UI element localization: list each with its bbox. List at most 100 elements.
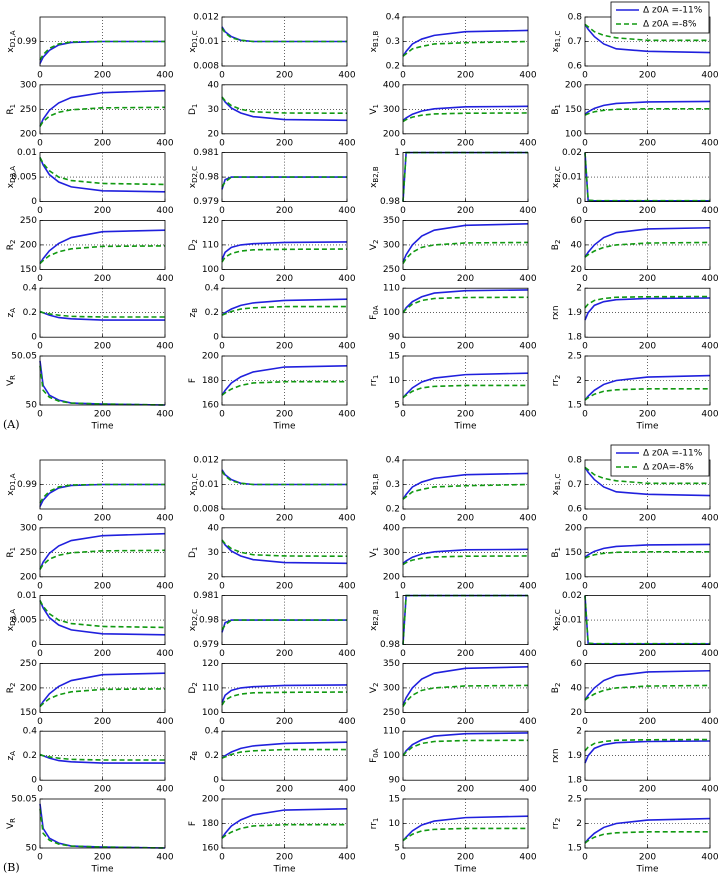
y-axis-label-sub: D1,A [9,473,17,490]
x-tick-label: 400 [338,717,355,727]
y-axis-label-sub: D2,A [9,166,17,183]
x-tick-label: 400 [156,649,173,659]
subplot: 0 0.01 0.02 0 200 400 xB2,C [551,591,719,659]
x-tick-label: 0 [400,649,406,659]
y-tick-label: 0.99 [17,37,37,47]
y-tick-label: 0 [31,333,37,343]
y-axis-label-sub: 1 [554,104,562,108]
y-tick-label: 0.2 [386,62,400,72]
y-axis-label: D2 [188,682,200,693]
data-line [221,539,348,565]
y-axis-label-sub: 2 [191,682,199,686]
y-tick-label: 300 [383,240,400,250]
y-axis-label-main: z [6,755,16,760]
legend-label: Δ z0A=-8% [643,463,694,473]
y-tick-label: 0 [576,197,582,207]
x-tick-label: 0 [219,649,225,659]
x-tick-label: 0 [582,274,588,284]
subplot: 0.979 0.98 0.981 0 200 400 xD2,C [188,591,356,659]
y-tick-label: 0.01 [199,37,219,47]
data-line [221,691,348,706]
subplot: 0.6 0.7 0.8 0 200 400 xB1,C Δ z0A =-11% Δ z0A=-8… [551,444,719,524]
data-line [402,372,529,399]
subplot: 0 0.2 0.4 0 200 400 zB [188,284,356,352]
y-tick-label: 0.3 [386,37,400,47]
x-tick-label: 400 [519,581,536,591]
y-tick-label: 0.4 [23,284,38,294]
y-axis-label-sub: B2,B [372,166,380,182]
plot-frame [584,84,711,135]
y-tick-label: 0.2 [205,751,219,761]
x-tick-label: 400 [156,71,173,81]
y-axis-label-main: V [369,108,379,115]
y-tick-label: 15 [389,352,400,362]
x-tick-label: 400 [701,649,718,659]
plot-frame [39,355,166,406]
y-tick-label: 0.005 [11,616,37,626]
data-line [402,483,529,500]
x-tick-label: 400 [156,853,173,863]
plot-frame [221,355,348,406]
y-axis-label-main: x [6,182,16,188]
y-tick-label: 120 [202,216,219,226]
y-tick-label: 15 [389,795,400,805]
x-tick-label: 0 [37,717,43,727]
x-tick-label: 200 [94,785,111,795]
plot-frame [221,459,348,510]
y-tick-label: 160 [202,844,219,854]
y-axis-label-sub: D2,A [9,609,17,626]
y-axis-label-sub: 1 [554,547,562,551]
y-tick-label: 0 [213,333,219,343]
y-tick-label: 50.05 [11,352,37,362]
y-tick-label: 0.981 [193,591,219,601]
y-tick-label: 0.979 [193,640,219,650]
subplot: 5 10 15 0 200 400 rr1 Time [369,352,537,432]
y-axis-label-main: rr [369,379,379,387]
plot-frame [584,730,711,781]
data-line [221,176,347,188]
y-axis-label-sub: 1 [372,375,380,379]
y-axis-label: rxn [551,305,561,320]
y-axis-label-sub: 1 [9,547,17,551]
panel-label: (A) [3,418,20,431]
x-tick-label: 200 [94,581,111,591]
y-axis-label: VR [6,375,18,386]
y-tick-label: 160 [202,401,219,411]
plot-frame [221,663,348,713]
subplot: 0.6 0.7 0.8 0 200 400 xB1,C Δ z0A =-11% Δ z0A =-… [551,1,719,81]
y-axis-label-sub: D1,C [191,30,199,47]
y-axis-label-sub: 1 [372,818,380,822]
data-line [221,539,348,558]
data-line [221,380,347,396]
plot-frame [584,798,711,849]
data-line [584,100,711,115]
plot-frame [39,595,166,645]
x-tick-label: 400 [338,853,355,863]
x-tick-label: 200 [639,71,656,81]
y-tick-label: 1.8 [568,333,583,343]
y-tick-label: 0 [31,776,37,786]
plot-frame [39,730,166,781]
data-line [39,229,166,264]
y-tick-label: 100 [202,708,219,718]
x-tick-label: 400 [519,649,536,659]
y-tick-label: 180 [202,819,219,829]
y-axis-label-main: rxn [551,748,561,763]
x-tick-label: 200 [276,71,293,81]
subplot: 5 10 15 0 200 400 rr1 Time [369,795,537,875]
data-line [39,40,165,61]
y-axis-label: R2 [6,240,18,251]
y-tick-label: 1.5 [568,844,582,854]
y-tick-label: 200 [202,352,219,362]
x-tick-label: 200 [639,717,656,727]
data-line [584,152,710,202]
y-axis-label: xD2,C [188,609,200,631]
x-tick-label: 400 [701,514,718,524]
data-line [39,89,166,127]
y-tick-label: 400 [383,523,400,533]
data-line [584,831,710,844]
x-axis-label: Time [635,865,658,875]
y-axis-label: xB2,B [369,166,381,188]
x-tick-label: 200 [457,581,474,591]
